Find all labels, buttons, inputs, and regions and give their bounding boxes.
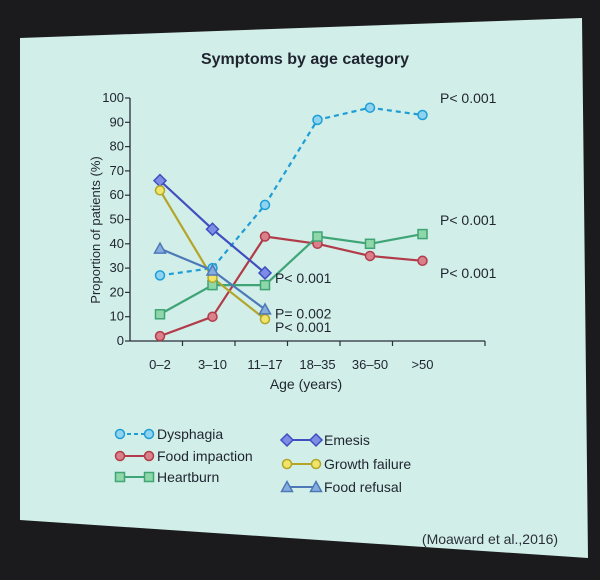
y-tick-label: 70 <box>110 163 124 178</box>
legend-item-food-impaction: Food impaction <box>114 448 253 464</box>
x-tick-label: 36–50 <box>352 357 388 372</box>
emesis-point <box>257 265 273 281</box>
heartburn-line <box>159 232 423 316</box>
legend-label: Dysphagia <box>157 426 223 442</box>
legend-marker <box>308 432 324 448</box>
food-impaction-point <box>417 255 428 267</box>
y-axis-label: Proportion of patients (%) <box>88 156 103 303</box>
legend-label: Growth failure <box>324 456 411 472</box>
legend-marker <box>114 428 126 440</box>
heartburn-point <box>154 309 166 320</box>
y-tick-label: 80 <box>110 139 124 154</box>
dysphagia-line <box>159 106 423 277</box>
legend-item-dysphagia: Dysphagia <box>114 426 223 442</box>
y-tick-label: 30 <box>110 260 124 275</box>
heartburn-point <box>259 279 271 291</box>
y-tick-label: 100 <box>102 90 124 105</box>
x-tick-label: 11–17 <box>247 357 282 372</box>
dysphagia-point <box>364 102 376 113</box>
legend: Dysphagia Food impaction Heartburn Emesis Gr… <box>114 426 411 495</box>
growth-failure-point <box>259 313 271 325</box>
legend-marker <box>143 471 155 483</box>
legend-marker <box>114 450 126 462</box>
food-impaction-line <box>159 235 423 338</box>
p-value-label: P< 0.001 <box>440 212 497 228</box>
legend-marker <box>309 479 323 493</box>
dysphagia-point <box>154 270 166 281</box>
legend-label: Food impaction <box>157 448 253 464</box>
dysphagia-point <box>312 114 323 126</box>
p-value-label: P< 0.001 <box>275 270 332 286</box>
heartburn-point <box>417 228 428 240</box>
legend-item-growth-failure: Growth failure <box>281 456 411 472</box>
legend-marker <box>280 479 294 493</box>
x-tick-label: 3–10 <box>198 357 227 372</box>
legend-marker <box>143 450 155 462</box>
food-impaction-point <box>207 311 218 322</box>
legend-label: Heartburn <box>157 469 219 485</box>
food-refusal-point <box>258 302 272 315</box>
food-refusal-point <box>153 241 167 254</box>
legend-item-food-refusal: Food refusal <box>280 479 402 495</box>
food-refusal-point <box>205 263 220 276</box>
citation: (Moaward et al.,2016) <box>422 531 558 547</box>
y-tick-label: 20 <box>110 284 124 299</box>
legend-marker <box>310 458 322 470</box>
y-tick-label: 60 <box>110 187 124 202</box>
food-impaction-point <box>259 231 271 242</box>
legend-marker <box>143 428 155 440</box>
heartburn-point <box>312 231 323 242</box>
y-tick-label: 90 <box>110 114 124 129</box>
p-value-label: P< 0.001 <box>440 90 497 106</box>
axes: 0 10 20 30 40 50 60 70 80 90 100 0–2 3–10 11–17 18–35 3… <box>102 90 486 372</box>
slide-surface <box>20 18 588 558</box>
legend-label: Food refusal <box>324 479 402 495</box>
p-value-label: P< 0.001 <box>440 265 497 281</box>
legend-marker <box>114 471 126 483</box>
legend-item-heartburn: Heartburn <box>114 469 219 485</box>
x-axis-label: Age (years) <box>270 376 342 392</box>
y-tick-label: 0 <box>117 333 124 348</box>
food-impaction-point <box>364 250 376 262</box>
p-value-label: P< 0.001 <box>275 319 332 335</box>
dysphagia-point <box>259 199 271 211</box>
legend-marker <box>279 432 295 448</box>
x-tick-label: >50 <box>411 357 433 372</box>
legend-item-emesis: Emesis <box>279 432 370 448</box>
legend-marker <box>281 458 293 470</box>
growth-failure-point <box>154 185 166 196</box>
emesis-point <box>205 222 220 237</box>
x-tick-label: 0–2 <box>149 357 171 372</box>
legend-label: Emesis <box>324 432 370 448</box>
p-value-label: P= 0.002 <box>275 305 332 321</box>
food-impaction-point <box>154 330 166 342</box>
x-tick-label: 18–35 <box>299 357 335 372</box>
y-tick-label: 50 <box>110 212 124 227</box>
series-markers <box>152 102 428 342</box>
chart-title: Symptoms by age category <box>201 51 409 68</box>
y-tick-label: 10 <box>110 309 124 324</box>
y-tick-label: 40 <box>110 236 124 251</box>
heartburn-point <box>364 238 376 250</box>
dysphagia-point <box>417 109 428 121</box>
